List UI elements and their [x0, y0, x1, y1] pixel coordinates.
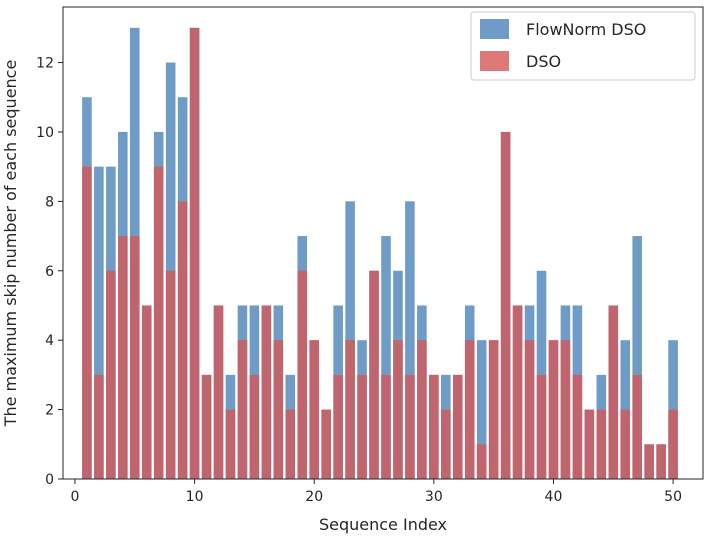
bar-dso-36: [500, 131, 511, 479]
bar-dso-6: [141, 305, 152, 479]
x-axis-label: Sequence Index: [319, 515, 447, 534]
bar-flownorm-dso-34: [476, 340, 487, 479]
x-tick-label: 50: [664, 489, 682, 505]
bar-dso-1: [82, 166, 92, 479]
bar-dso-25: [369, 270, 379, 479]
bar-dso-50: [668, 409, 678, 479]
bar-dso-27: [393, 340, 403, 479]
bar-dso-35: [488, 340, 499, 479]
bar-dso-48: [644, 444, 654, 479]
bar-dso-47: [632, 374, 642, 479]
legend-swatch-flownorm-dso: [480, 19, 509, 39]
x-tick-label: 10: [186, 489, 204, 505]
y-tick-label: 10: [36, 125, 54, 141]
y-tick-label: 4: [45, 333, 54, 349]
bar-dso-29: [417, 340, 427, 479]
bar-dso-32: [452, 374, 463, 479]
bar-dso-41: [560, 340, 571, 479]
bar-dso-4: [118, 236, 128, 479]
legend-swatch-dso: [480, 51, 509, 71]
bar-dso-2: [94, 374, 104, 479]
y-tick-label: 0: [45, 472, 54, 488]
x-tick-label: 20: [305, 489, 323, 505]
bar-dso-5: [129, 236, 140, 479]
bar-dso-49: [656, 444, 666, 479]
bar-flownorm-dso-28: [405, 201, 415, 479]
bar-dso-24: [357, 374, 367, 479]
y-tick-label: 12: [36, 56, 54, 72]
bar-dso-21: [321, 409, 331, 479]
y-tick-label: 6: [45, 264, 54, 280]
y-tick-label: 8: [45, 194, 54, 210]
bars-layer: [82, 27, 678, 480]
y-tick-label: 2: [45, 403, 54, 419]
bar-dso-34: [476, 444, 487, 479]
bar-dso-18: [285, 409, 296, 479]
bar-dso-19: [297, 270, 308, 479]
legend-label-dso: DSO: [526, 52, 561, 71]
bar-dso-8: [165, 270, 176, 479]
bar-dso-31: [441, 409, 451, 479]
bar-dso-15: [249, 374, 260, 479]
series-dso: [82, 27, 678, 479]
bar-dso-22: [333, 374, 343, 479]
legend: FlowNorm DSO DSO: [470, 11, 696, 81]
bar-dso-9: [177, 201, 188, 479]
bar-dso-42: [572, 374, 583, 479]
bar-dso-11: [201, 374, 212, 479]
bar-flownorm-dso-2: [94, 166, 104, 479]
legend-box: [470, 11, 696, 81]
bar-dso-16: [261, 305, 272, 479]
bar-dso-17: [273, 340, 284, 479]
plot-frame: [62, 6, 704, 480]
bar-dso-39: [536, 374, 547, 479]
bar-dso-26: [381, 374, 391, 479]
bar-flownorm-dso-26: [381, 236, 391, 479]
x-tick-label: 30: [425, 489, 443, 505]
legend-label-flownorm-dso: FlowNorm DSO: [526, 20, 646, 39]
bar-dso-33: [464, 340, 475, 479]
bar-dso-10: [189, 27, 200, 479]
bar-dso-20: [309, 340, 319, 479]
x-axis-ticks: 0 10 20 30 40 50: [71, 479, 682, 505]
bar-dso-3: [106, 270, 116, 479]
y-axis-label: The maximum skip number of each sequence: [1, 60, 20, 428]
bar-dso-7: [153, 166, 164, 479]
bar-dso-37: [512, 305, 523, 479]
x-tick-label: 40: [545, 489, 563, 505]
bar-dso-30: [429, 374, 439, 479]
bar-dso-45: [608, 305, 619, 479]
bar-dso-14: [237, 340, 248, 479]
bar-dso-43: [584, 409, 595, 479]
bar-dso-23: [345, 340, 355, 479]
y-axis-ticks: 0 2 4 6 8 10 12: [36, 56, 63, 488]
bar-dso-40: [548, 340, 559, 479]
bar-flownorm-dso-23: [345, 201, 355, 479]
bar-flownorm-dso-47: [632, 236, 642, 479]
bar-dso-38: [524, 340, 535, 479]
bar-dso-13: [225, 409, 236, 479]
bar-dso-46: [620, 409, 631, 479]
bar-dso-28: [405, 374, 415, 479]
x-tick-label: 0: [71, 489, 80, 505]
bar-dso-44: [596, 409, 607, 479]
bar-dso-12: [213, 305, 224, 479]
